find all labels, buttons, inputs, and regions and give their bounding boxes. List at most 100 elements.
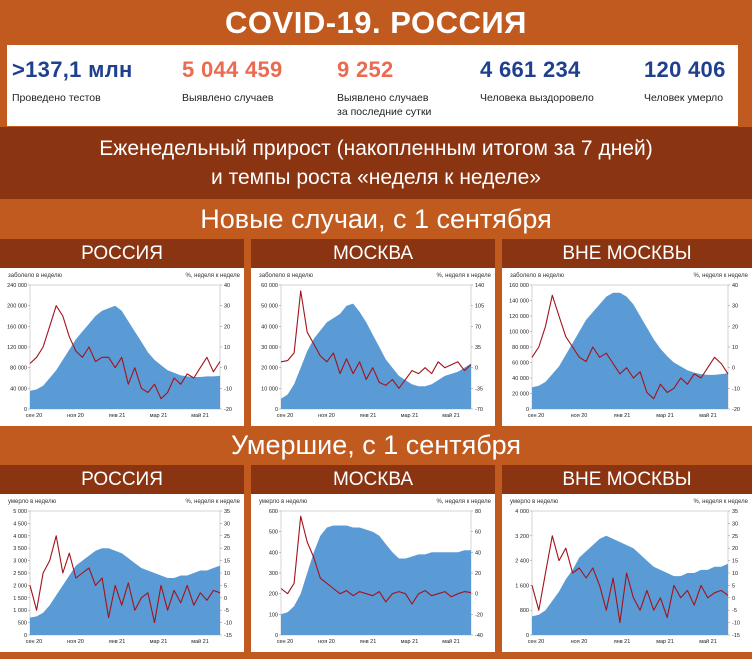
stat-deaths-label: Человек умерло xyxy=(644,92,724,104)
y-tick-label: 4 000 xyxy=(13,534,27,540)
y2-tick-label: -15 xyxy=(224,633,232,639)
y-tick-label: 3 000 xyxy=(13,559,27,565)
chart-panel-deaths-moscow: МОСКВА умерло в неделю %, неделя к неделе… xyxy=(251,465,495,652)
chart-cases-russia: заболело в неделю %, неделя к неделе 0 40 0… xyxy=(7,273,241,419)
chart-panel-cases-moscow: МОСКВА заболело в неделю %, неделя к неде… xyxy=(251,239,495,426)
y2-tick-label: 30 xyxy=(224,521,230,527)
x-tick-label: мар 21 xyxy=(656,413,674,419)
subtitle-line-1: Еженедельный прирост (накопленным итогом… xyxy=(99,137,653,160)
x-tick-label: май 21 xyxy=(191,412,209,419)
y2-tick-label: 10 xyxy=(224,345,230,351)
x-tick-label: май 21 xyxy=(442,412,460,419)
y2-tick-label: 35 xyxy=(475,345,481,351)
stat-recovered-value: 4 661 234 xyxy=(480,57,581,82)
series-area-weekly xyxy=(281,525,471,635)
stat-tests-label: Проведено тестов xyxy=(12,92,101,104)
y-tick-label: 60 000 xyxy=(261,283,278,289)
y-tick-label: 100 000 xyxy=(509,330,529,336)
y-tick-label: 5 000 xyxy=(13,509,27,515)
chart-panel-deaths-outside-moscow: ВНЕ МОСКВЫ умерло в неделю %, неделя к не… xyxy=(502,465,752,652)
x-tick-label: ноя 20 xyxy=(67,413,84,419)
y-tick-label: 40 000 xyxy=(261,324,278,330)
y2-tick-label: 105 xyxy=(475,304,484,310)
y-axis-title: заболело в неделю xyxy=(8,273,62,279)
y-tick-label: 160 000 xyxy=(7,324,27,330)
x-tick-label: янв 21 xyxy=(360,639,377,645)
x-tick-label: сен 20 xyxy=(277,413,294,419)
y-tick-label: 0 xyxy=(24,633,27,639)
x-tick-label: ноя 20 xyxy=(571,639,588,645)
x-tick-label: сен 20 xyxy=(528,639,545,645)
stat-recovered-label: Человека выздоровело xyxy=(480,92,594,104)
y2-tick-label: -35 xyxy=(475,386,483,392)
series-area-weekly xyxy=(281,303,471,409)
series-area-weekly xyxy=(30,548,220,635)
series-line-growth xyxy=(531,535,729,624)
y2-tick-label: 20 xyxy=(475,571,481,577)
y2-tick-label: -20 xyxy=(475,612,483,618)
y-tick-label: 160 000 xyxy=(509,283,529,289)
y2-tick-label: 40 xyxy=(475,550,481,556)
stat-deaths-value: 120 406 xyxy=(644,57,726,82)
y-tick-label: 3 200 xyxy=(515,534,529,540)
y-tick-label: 10 000 xyxy=(261,386,278,392)
y-tick-label: 100 xyxy=(269,612,278,618)
y2-tick-label: 25 xyxy=(732,534,738,540)
y-tick-label: 1 600 xyxy=(515,583,529,589)
y-tick-label: 120 000 xyxy=(7,345,27,351)
x-tick-label: сен 20 xyxy=(26,413,43,419)
y2-axis-title: %, неделя к неделе xyxy=(693,499,748,505)
y2-tick-label: 0 xyxy=(732,596,735,602)
y-tick-label: 50 000 xyxy=(261,304,278,310)
stat-cases-value: 5 044 459 xyxy=(182,57,283,82)
series-area-weekly xyxy=(532,292,728,409)
y-axis-title: умерло в неделю xyxy=(259,499,308,505)
x-tick-label: янв 21 xyxy=(360,413,377,419)
panel-title: ВНЕ МОСКВЫ xyxy=(502,239,752,268)
y2-tick-label: 30 xyxy=(732,304,738,310)
series-line-growth xyxy=(280,515,472,605)
series-line-growth xyxy=(29,535,221,624)
x-tick-label: мар 21 xyxy=(150,639,168,645)
y2-tick-label: 30 xyxy=(224,304,230,310)
x-tick-label: янв 21 xyxy=(109,413,126,419)
y-tick-label: 500 xyxy=(269,530,278,536)
chart-cases-outside-moscow: заболело в неделю %, неделя к неделе 0 20 0… xyxy=(509,273,749,419)
y-tick-label: 400 xyxy=(269,550,278,556)
y2-tick-label: -10 xyxy=(732,621,740,627)
y-tick-label: 4 000 xyxy=(515,509,529,515)
x-tick-label: ноя 20 xyxy=(67,639,84,645)
series-line-growth xyxy=(280,290,472,389)
y-tick-label: 800 xyxy=(520,608,529,614)
y2-tick-label: 40 xyxy=(224,283,230,289)
y2-axis-title: %, неделя к неделе xyxy=(185,273,240,279)
y-axis-title: заболело в неделю xyxy=(259,273,313,279)
y-tick-label: 600 xyxy=(269,509,278,515)
y2-tick-label: 70 xyxy=(475,324,481,330)
page-title: COVID-19. РОССИЯ xyxy=(0,0,752,44)
y2-tick-label: 15 xyxy=(732,559,738,565)
y-tick-label: 500 xyxy=(18,621,27,627)
y-tick-label: 300 xyxy=(269,571,278,577)
x-tick-label: май 21 xyxy=(699,412,717,419)
panel-title: РОССИЯ xyxy=(0,239,244,268)
series-line-growth xyxy=(531,294,729,400)
stats-panel: >137,1 млн Проведено тестов 5 044 459 Вы… xyxy=(7,45,738,126)
y-tick-label: 0 xyxy=(275,407,278,413)
subtitle-line-2: и темпы роста «неделя к неделе» xyxy=(211,166,541,189)
chart-deaths-outside-moscow: умерло в неделю %, неделя к неделе 0 800 1 6… xyxy=(510,499,749,645)
y-tick-label: 20 000 xyxy=(512,392,529,398)
y2-tick-label: -20 xyxy=(224,407,232,413)
y-tick-label: 140 000 xyxy=(509,299,529,305)
x-tick-label: мар 21 xyxy=(656,639,674,645)
y2-tick-label: -5 xyxy=(732,608,737,614)
y2-tick-label: 15 xyxy=(224,559,230,565)
stat-daily-value: 9 252 xyxy=(337,57,394,82)
y-tick-label: 0 xyxy=(526,407,529,413)
y-tick-label: 2 500 xyxy=(13,571,27,577)
x-tick-label: янв 21 xyxy=(614,639,631,645)
x-tick-label: мар 21 xyxy=(401,413,419,419)
panel-title: МОСКВА xyxy=(251,239,495,268)
y2-tick-label: 0 xyxy=(475,366,478,372)
x-tick-label: ноя 20 xyxy=(318,413,335,419)
